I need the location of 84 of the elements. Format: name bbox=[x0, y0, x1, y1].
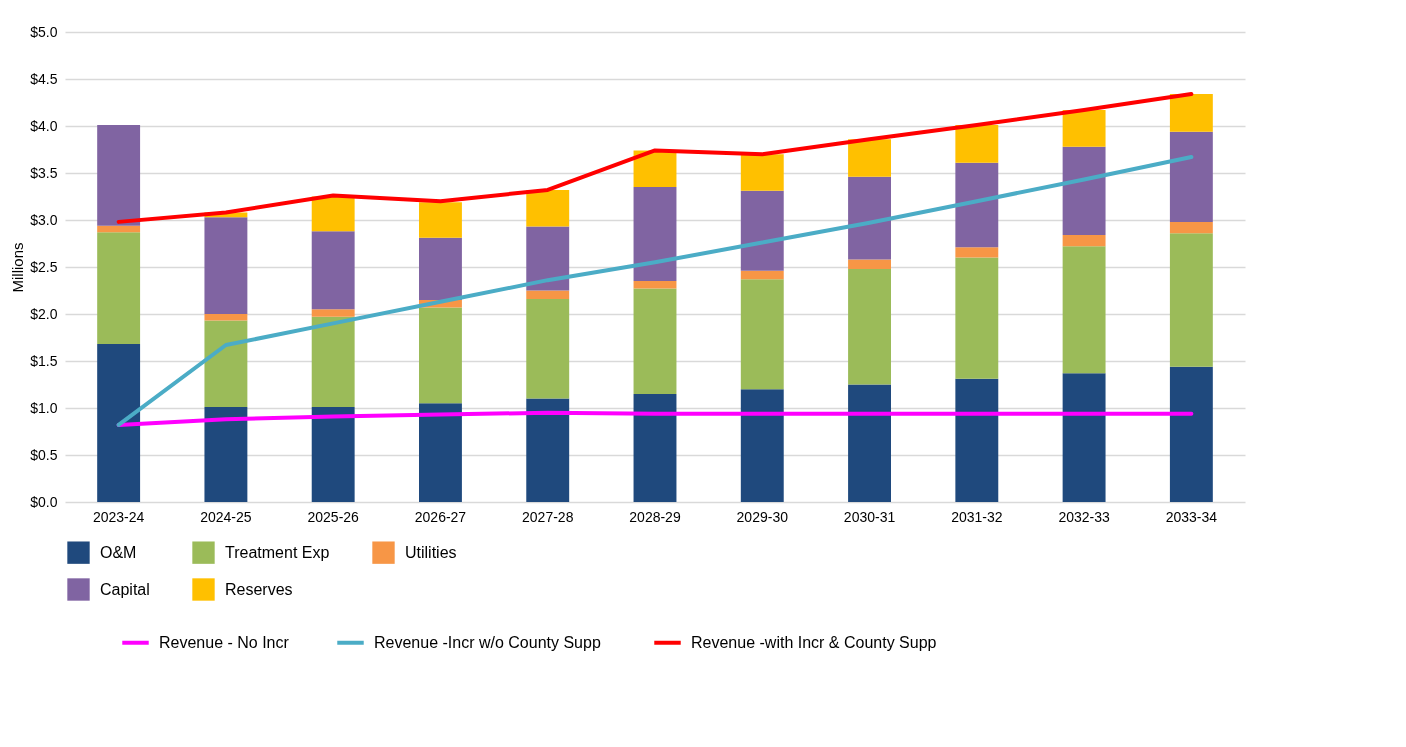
y-tick-label: $2.5 bbox=[30, 258, 58, 275]
bar bbox=[311, 309, 355, 317]
bar bbox=[526, 189, 570, 227]
bar bbox=[1062, 146, 1106, 236]
bar bbox=[526, 298, 570, 399]
legend-label: Utilities bbox=[405, 543, 457, 561]
y-tick-label: $4.5 bbox=[30, 70, 58, 87]
bar bbox=[1062, 246, 1106, 374]
x-tick-label: 2023-24 bbox=[92, 508, 145, 525]
x-tick-label: 2025-26 bbox=[307, 508, 360, 525]
y-tick-label: $1.5 bbox=[30, 352, 58, 369]
legend-label: Revenue -Incr w/o County Supp bbox=[374, 633, 601, 651]
bar bbox=[97, 225, 141, 233]
bar bbox=[526, 398, 570, 502]
legend-label: Revenue - No Incr bbox=[159, 633, 290, 651]
y-axis-title: Millions bbox=[9, 242, 27, 293]
bar bbox=[740, 190, 784, 271]
bar bbox=[848, 176, 891, 260]
bar bbox=[633, 288, 677, 394]
bar bbox=[1169, 366, 1213, 502]
bar bbox=[526, 226, 570, 291]
bar bbox=[204, 314, 248, 321]
bar bbox=[419, 202, 462, 238]
bar bbox=[311, 407, 355, 502]
x-tick-label: 2033-34 bbox=[1165, 508, 1218, 525]
legend-label: Revenue -with Incr & County Supp bbox=[691, 633, 937, 651]
bar bbox=[419, 307, 462, 404]
y-tick-label: $1.0 bbox=[30, 399, 58, 416]
bar bbox=[955, 257, 999, 379]
bar bbox=[633, 187, 677, 282]
bar bbox=[955, 125, 999, 163]
bar bbox=[1169, 131, 1213, 222]
bar bbox=[633, 281, 677, 289]
x-tick-label: 2024-25 bbox=[200, 508, 252, 525]
bar bbox=[740, 154, 784, 191]
bar bbox=[848, 139, 891, 177]
y-tick-label: $4.0 bbox=[30, 117, 58, 134]
bar bbox=[311, 196, 355, 232]
bar bbox=[740, 270, 784, 280]
line-series bbox=[116, 155, 1194, 427]
y-tick-label: $3.5 bbox=[30, 164, 58, 181]
bar bbox=[311, 316, 355, 408]
bar bbox=[1062, 373, 1106, 502]
x-tick-label: 2028-29 bbox=[629, 508, 681, 525]
bar bbox=[204, 217, 248, 314]
bar bbox=[633, 393, 677, 502]
bar bbox=[204, 407, 248, 502]
y-tick-label: $0.0 bbox=[30, 493, 58, 510]
bar bbox=[1169, 233, 1213, 367]
y-tick-label: $5.0 bbox=[30, 23, 58, 40]
legend-label: Capital bbox=[100, 580, 150, 598]
bar bbox=[97, 344, 141, 502]
y-tick-label: $2.0 bbox=[30, 305, 58, 322]
bar bbox=[955, 378, 999, 502]
bar bbox=[97, 125, 141, 226]
x-tick-label: 2027-28 bbox=[522, 508, 574, 525]
bar bbox=[311, 231, 355, 310]
bar bbox=[419, 237, 462, 300]
legend-label: Reserves bbox=[225, 580, 293, 598]
bar bbox=[1169, 94, 1213, 132]
x-tick-label: 2032-33 bbox=[1058, 508, 1110, 525]
y-tick-label: $0.5 bbox=[30, 446, 58, 463]
x-tick-label: 2031-32 bbox=[951, 508, 1003, 525]
bar bbox=[1062, 110, 1106, 147]
y-tick-label: $3.0 bbox=[30, 211, 58, 228]
bar bbox=[97, 232, 141, 345]
bar bbox=[204, 320, 248, 408]
bar bbox=[740, 279, 784, 390]
x-tick-label: 2029-30 bbox=[736, 508, 789, 525]
line-series bbox=[116, 92, 1194, 224]
bar bbox=[848, 384, 891, 502]
bar bbox=[526, 290, 570, 299]
bar bbox=[848, 268, 891, 385]
legend-label: O&M bbox=[100, 543, 137, 561]
bar bbox=[419, 403, 462, 502]
bar bbox=[955, 162, 999, 248]
bar bbox=[848, 259, 891, 269]
legend-label: Treatment Exp bbox=[225, 543, 330, 561]
bar bbox=[955, 247, 999, 258]
bar bbox=[740, 389, 784, 502]
x-tick-label: 2026-27 bbox=[414, 508, 467, 525]
bar bbox=[1169, 221, 1213, 234]
bar bbox=[1062, 235, 1106, 247]
x-tick-label: 2030-31 bbox=[843, 508, 896, 525]
